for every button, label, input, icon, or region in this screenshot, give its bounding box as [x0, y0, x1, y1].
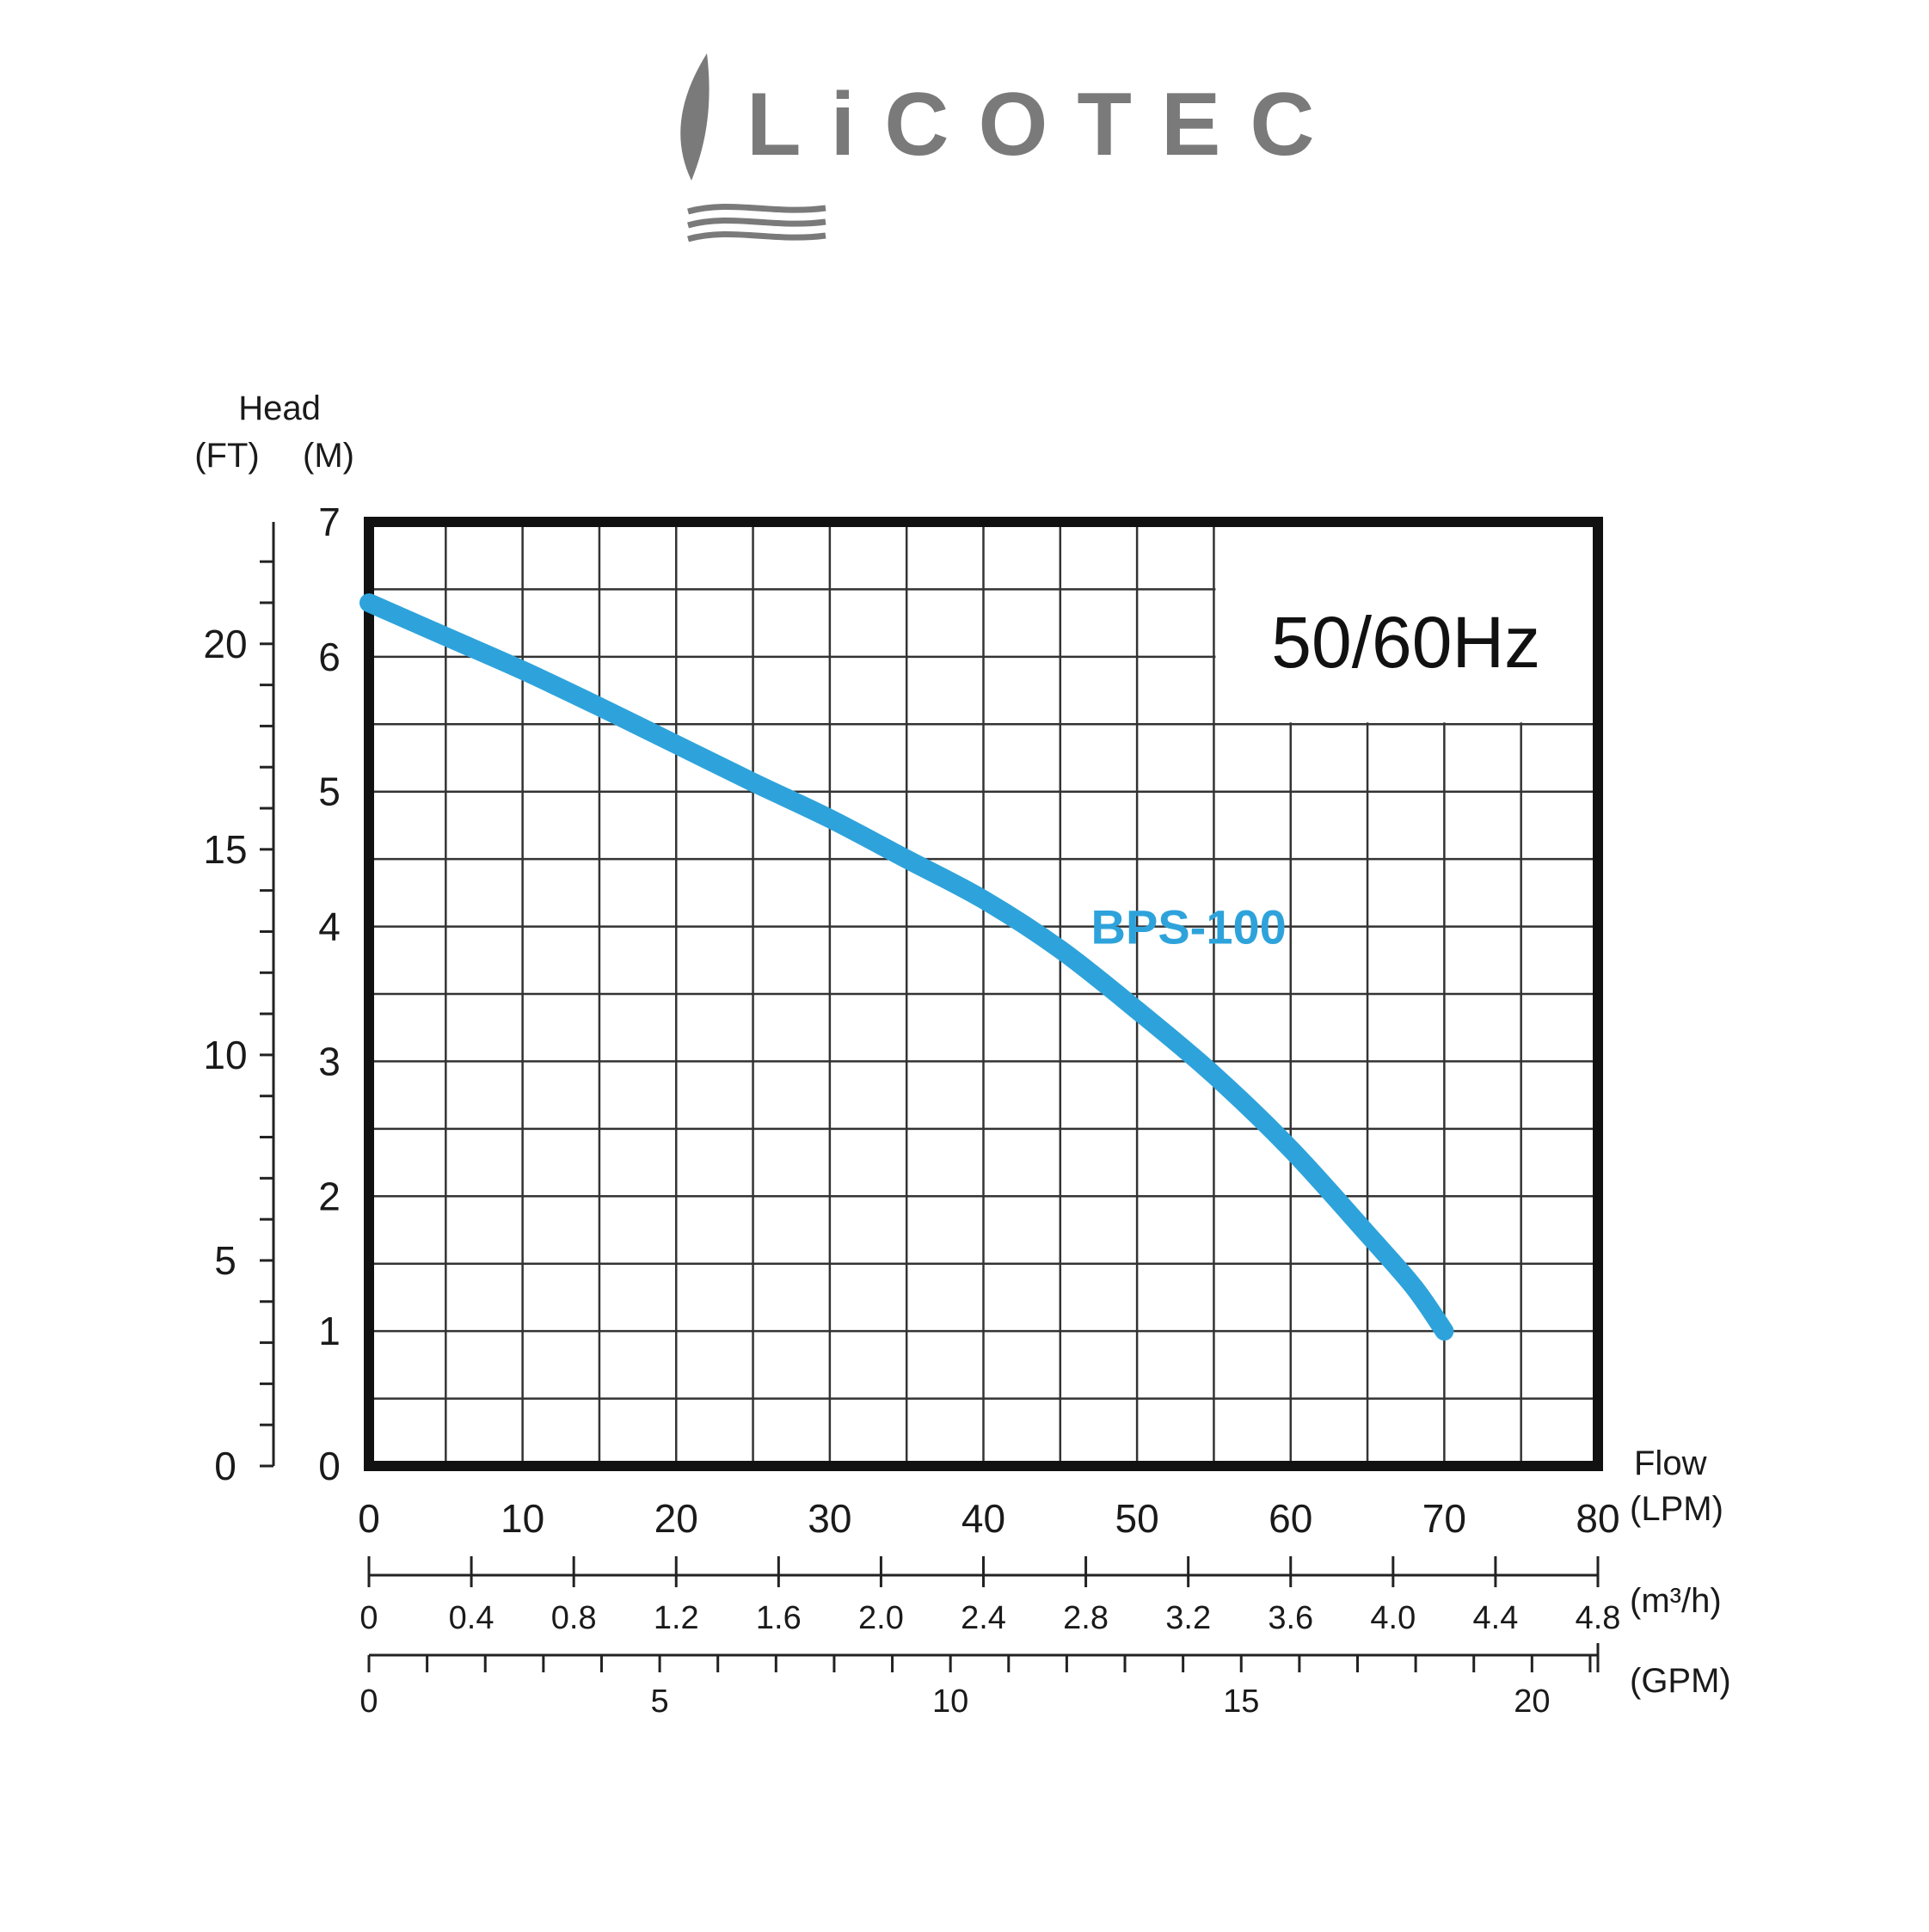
y-tick-labels: 0 1 2 3 4 5 6 7 [318, 500, 341, 1488]
m3h-tick-label: 3.2 [1165, 1600, 1211, 1636]
m3h-tick-label: 2.0 [858, 1600, 904, 1636]
m3h-tick-label: 0 [359, 1600, 378, 1636]
frequency-label: 50/60Hz [1271, 602, 1540, 683]
frequency-label-box [1215, 522, 1598, 723]
ft-axis: 0 5 10 15 20 [203, 522, 275, 1488]
y-right-unit: (M) [303, 437, 354, 475]
flame-icon [680, 53, 710, 181]
y-tick-label: 3 [318, 1039, 341, 1083]
series-line-bps-100 [359, 593, 1454, 1341]
plot-frame [364, 517, 1603, 1471]
y-left-unit: (FT) [194, 437, 260, 475]
m3h-tick-label: 1.6 [756, 1600, 802, 1636]
ft-tick-label: 0 [214, 1444, 237, 1488]
x-tick-label: 10 [501, 1496, 544, 1541]
m3h-tick-label: 2.4 [961, 1600, 1006, 1636]
y-tick-label: 7 [318, 500, 341, 544]
brand-name: LiCOTEC [746, 75, 1343, 175]
gpm-tick-label: 15 [1223, 1684, 1259, 1720]
series-label-bps-100: BPS-100 [1091, 900, 1287, 954]
x-tick-label: 60 [1269, 1496, 1312, 1541]
y-tick-label: 5 [318, 770, 341, 814]
m3h-tick-label: 2.8 [1063, 1600, 1109, 1636]
y-tick-label: 0 [318, 1444, 341, 1488]
y-tick-label: 1 [318, 1309, 341, 1353]
m3h-tick-label: 4.4 [1473, 1600, 1519, 1636]
ft-tick-label: 5 [214, 1238, 237, 1283]
x-tick-labels: 0 10 20 30 40 50 60 70 80 [358, 1496, 1619, 1541]
brand-logo: LiCOTEC [680, 53, 1343, 242]
x-axis-title: Flow [1634, 1444, 1707, 1482]
y-tick-label: 2 [318, 1174, 341, 1218]
m3h-tick-label: 0.4 [449, 1600, 495, 1636]
y-tick-label: 6 [318, 635, 341, 679]
x-tick-label: 70 [1422, 1496, 1466, 1541]
x-tick-label: 40 [961, 1496, 1005, 1541]
m3h-tick-label: 1.2 [654, 1600, 699, 1636]
y-tick-label: 4 [318, 905, 341, 949]
m3h-axis: 0 0.4 0.8 1.2 1.6 2.0 2.4 2.8 3.2 3.6 4.0 4.4 4.8 [359, 1556, 1620, 1636]
m3h-tick-label: 4.8 [1576, 1600, 1621, 1636]
ft-tick-label: 20 [203, 622, 247, 666]
gpm-tick-label: 0 [359, 1684, 378, 1720]
ft-tick-label: 10 [203, 1033, 247, 1077]
m3h-tick-label: 4.0 [1370, 1600, 1416, 1636]
gpm-tick-label: 10 [932, 1684, 968, 1720]
gpm-tick-label: 5 [651, 1684, 669, 1720]
x-primary-unit: (LPM) [1630, 1490, 1723, 1528]
x-tick-label: 0 [358, 1496, 380, 1541]
waves-icon [687, 203, 826, 242]
y-axis-title: Head [238, 389, 321, 427]
x-tick-label: 80 [1576, 1496, 1619, 1541]
x-tick-label: 30 [808, 1496, 851, 1541]
ft-tick-label: 15 [203, 827, 247, 872]
x-tertiary-unit: (GPM) [1630, 1662, 1731, 1700]
m3h-tick-label: 0.8 [551, 1600, 597, 1636]
x-secondary-unit: (m³/h) [1630, 1582, 1722, 1620]
gpm-axis: 0 5 10 15 20 [359, 1643, 1600, 1720]
gpm-tick-label: 20 [1514, 1684, 1550, 1720]
x-tick-label: 50 [1115, 1496, 1159, 1541]
x-tick-label: 20 [654, 1496, 698, 1541]
m3h-tick-label: 3.6 [1268, 1600, 1313, 1636]
